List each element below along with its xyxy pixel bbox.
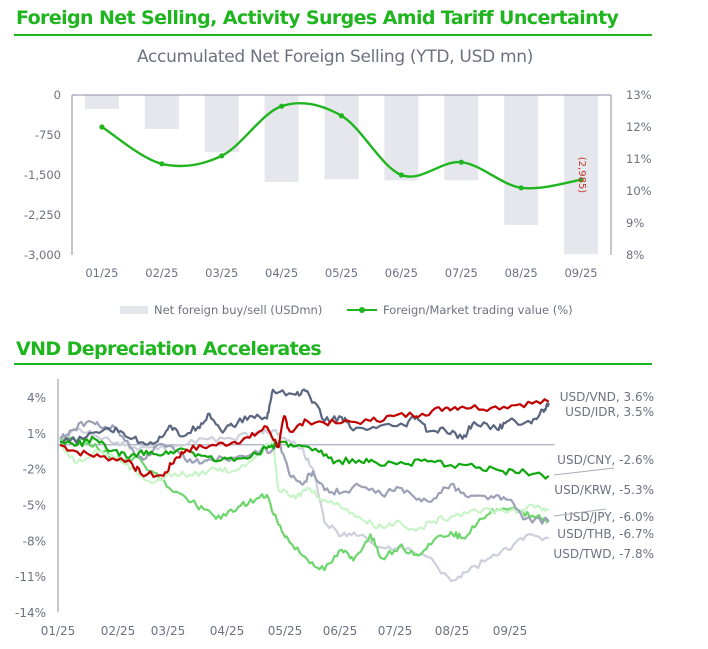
x-tick-label: 06/25 bbox=[385, 266, 418, 280]
bar-05/25 bbox=[324, 95, 359, 180]
series-line-usd-krw bbox=[59, 419, 550, 525]
x-tick-label: 07/25 bbox=[445, 266, 478, 280]
x-tick-label: 06/25 bbox=[323, 624, 358, 638]
legend-swatch-line bbox=[347, 307, 377, 313]
legend-label-line: Foreign/Market trading value (%) bbox=[383, 303, 573, 317]
legend-swatch-bar bbox=[120, 306, 148, 314]
x-tick-label: 01/25 bbox=[85, 266, 118, 280]
section-rule-2 bbox=[14, 363, 652, 365]
end-label-usd-krw: USD/KRW, -5.3% bbox=[554, 483, 654, 497]
end-label-usd-vnd: USD/VND, 3.6% bbox=[560, 390, 654, 404]
y-right-tick-label: 8% bbox=[626, 248, 644, 262]
bar-03/25 bbox=[204, 95, 239, 153]
x-tick-label: 04/25 bbox=[210, 624, 245, 638]
x-tick-label: 05/25 bbox=[268, 624, 303, 638]
series-line-usd-thb bbox=[59, 436, 550, 572]
bar-01/25 bbox=[84, 95, 119, 109]
y-tick-label: -5% bbox=[23, 499, 46, 513]
point-07/25 bbox=[458, 159, 464, 165]
y-right-tick-label: 12% bbox=[626, 120, 652, 134]
data-label-09-25: (2,985) bbox=[576, 157, 587, 194]
end-label-usd-idr: USD/IDR, 3.5% bbox=[565, 405, 654, 419]
legend-item-net-foreign: Net foreign buy/sell (USDmn) bbox=[120, 303, 322, 317]
y-right-tick-label: 11% bbox=[626, 152, 652, 166]
x-tick-label: 02/25 bbox=[101, 624, 136, 638]
end-label-usd-jpy: USD/JPY, -6.0% bbox=[564, 510, 654, 524]
bar-07/25 bbox=[444, 95, 479, 181]
chart2-fx-depreciation: 4% 1% -2% -5% -8% -11% -14% 01/25 02/25 03/25 04/2… bbox=[15, 379, 654, 638]
x-tick-label: 08/25 bbox=[505, 266, 538, 280]
x-tick-label: 03/25 bbox=[205, 266, 238, 280]
point-08/25 bbox=[518, 185, 524, 191]
y-tick-label: -2% bbox=[23, 463, 46, 477]
series-line-usd-vnd bbox=[59, 398, 550, 478]
bar-08/25 bbox=[504, 95, 539, 226]
x-tick-label: 04/25 bbox=[265, 266, 298, 280]
point-09/25 bbox=[578, 177, 584, 183]
y-left-tick-label: -3,000 bbox=[24, 248, 61, 262]
leader-line-krw bbox=[553, 508, 607, 517]
y-left-tick-label: -750 bbox=[35, 128, 61, 142]
series-line-usd-idr bbox=[59, 388, 550, 446]
section-title-foreign-selling: Foreign Net Selling, Activity Surges Ami… bbox=[16, 7, 619, 29]
y-tick-label: 1% bbox=[27, 427, 46, 441]
point-05/25 bbox=[338, 113, 345, 119]
legend-item-trading-value: Foreign/Market trading value (%) bbox=[347, 303, 573, 317]
series-line-usd-twd bbox=[59, 427, 549, 582]
y-right-tick-label: 10% bbox=[626, 184, 652, 198]
y-tick-label: 4% bbox=[27, 391, 46, 405]
end-label-usd-twd: USD/TWD, -7.8% bbox=[553, 547, 654, 561]
end-label-usd-cny: USD/CNY, -2.6% bbox=[557, 453, 654, 467]
point-06/25 bbox=[398, 172, 404, 178]
legend-label-bar: Net foreign buy/sell (USDmn) bbox=[154, 303, 323, 317]
y-left-tick-label: -1,500 bbox=[24, 168, 61, 182]
y-left-tick-label: -2,250 bbox=[24, 208, 61, 222]
point-01/25 bbox=[99, 124, 105, 130]
end-label-usd-thb: USD/THB, -6.7% bbox=[557, 527, 654, 541]
x-tick-label: 09/25 bbox=[493, 624, 528, 638]
x-tick-label: 01/25 bbox=[41, 624, 76, 638]
y-left-tick-label: 0 bbox=[54, 88, 61, 102]
y-tick-label: -14% bbox=[15, 606, 46, 620]
point-02/25 bbox=[159, 161, 165, 167]
chart1-foreign-selling: 0 -750 -1,500 -2,250 -3,000 13% 12% 11% 10% 9% 8% 0… bbox=[24, 88, 652, 280]
point-03/25 bbox=[219, 153, 225, 159]
x-tick-label: 05/25 bbox=[325, 266, 358, 280]
y-right-tick-label: 13% bbox=[626, 88, 652, 102]
x-tick-label: 08/25 bbox=[435, 624, 470, 638]
x-tick-label: 02/25 bbox=[145, 266, 178, 280]
x-tick-label: 03/25 bbox=[151, 624, 186, 638]
series-line-usd-jpy bbox=[59, 438, 550, 532]
bar-02/25 bbox=[144, 95, 179, 130]
section-title-vnd: VND Depreciation Accelerates bbox=[16, 338, 322, 360]
leader-line-cny bbox=[553, 467, 615, 476]
chart1-title: Accumulated Net Foreign Selling (YTD, US… bbox=[136, 47, 534, 67]
y-right-tick-label: 9% bbox=[626, 216, 644, 230]
bar-09/25 bbox=[564, 95, 599, 255]
y-tick-label: -11% bbox=[15, 570, 46, 584]
bar-04/25 bbox=[264, 95, 299, 182]
section-rule bbox=[14, 34, 652, 36]
point-04/25 bbox=[279, 103, 285, 109]
x-tick-label: 07/25 bbox=[378, 624, 413, 638]
y-tick-label: -8% bbox=[23, 534, 46, 548]
x-tick-label: 09/25 bbox=[564, 266, 597, 280]
